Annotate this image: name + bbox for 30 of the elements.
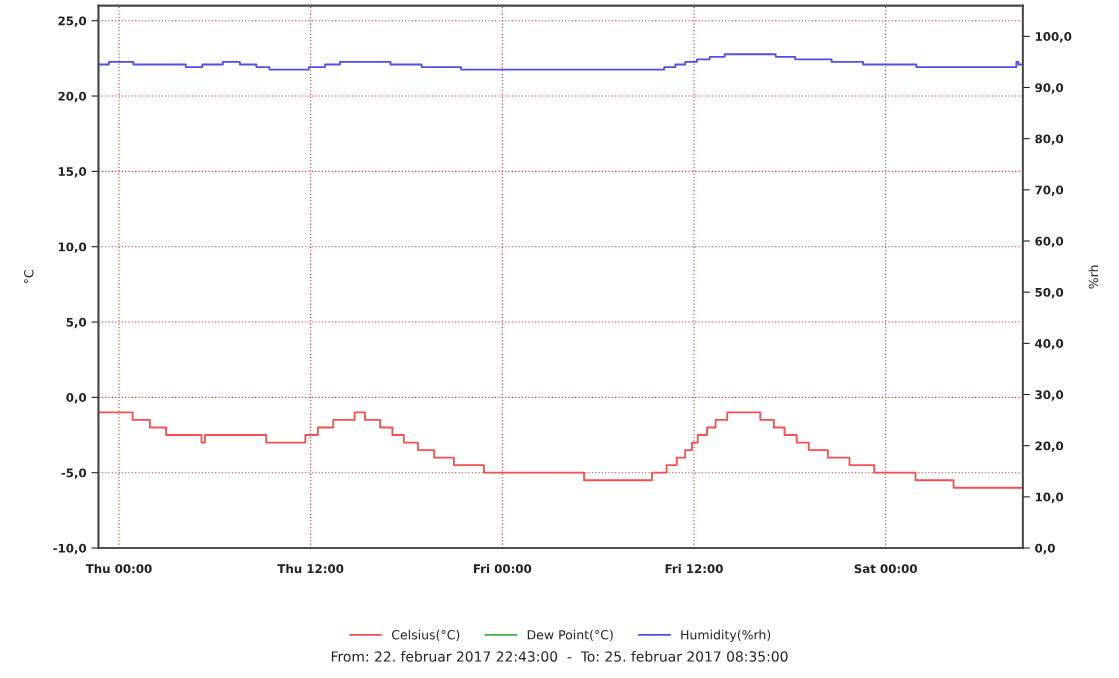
y2-tick-label: 0,0: [1035, 543, 1055, 555]
y-tick-label: -5,0: [61, 468, 87, 479]
x-tick-label: Thu 00:00: [85, 564, 152, 574]
y2-tick-label: 10,0: [1035, 492, 1064, 504]
legend-label: Celsius(°C): [391, 629, 460, 641]
x-tick-label: Fri 00:00: [473, 564, 532, 574]
y2-tick-label: 80,0: [1035, 134, 1064, 145]
text: From: 22. februar 2017 22:43:00 - To: 25. februar 2017 08:35:00: [331, 651, 788, 662]
y2-axis-title: %rh: [1088, 265, 1099, 289]
y2-tick-label: 40,0: [1035, 339, 1064, 350]
legend-label: Humidity(%rh): [681, 629, 771, 642]
y2-tick-label: 90,0: [1035, 83, 1064, 94]
y2-tick-label: 20,0: [1035, 441, 1064, 452]
y-tick-label: 0,0: [66, 393, 87, 404]
y-axis-title: °C: [24, 270, 34, 284]
y-tick-label: 25,0: [58, 16, 87, 27]
y-tick-label: -10,0: [53, 543, 87, 555]
y-tick-label: 20,0: [58, 91, 87, 103]
y2-tick-label: 100,0: [1035, 32, 1072, 43]
x-tick-label: Thu 12:00: [277, 564, 344, 574]
x-tick-label: Fri 12:00: [665, 564, 723, 574]
y2-tick-label: 60,0: [1035, 236, 1064, 248]
y2-tick-label: 50,0: [1035, 287, 1064, 299]
y-tick-label: 15,0: [58, 167, 87, 178]
y-tick-label: 10,0: [58, 242, 87, 253]
y2-tick-label: 70,0: [1035, 185, 1064, 196]
x-tick-label: Sat 00:00: [854, 564, 917, 574]
legend-label: Dew Point(°C): [527, 629, 613, 641]
y2-tick-label: 30,0: [1035, 390, 1064, 401]
y-tick-label: 5,0: [66, 317, 87, 329]
